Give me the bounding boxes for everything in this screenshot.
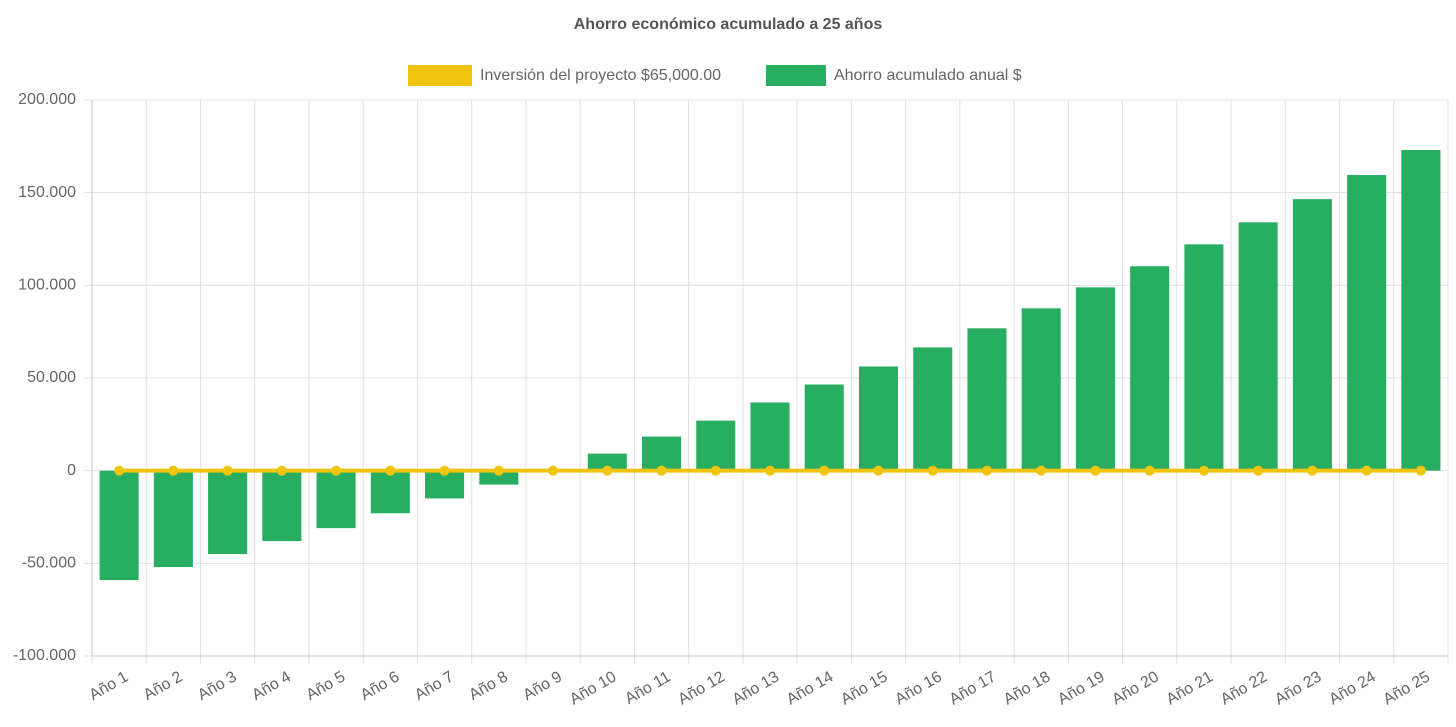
x-tick-label: Año 10 (567, 668, 620, 708)
x-tick-label: Año 12 (675, 668, 728, 708)
line-point (1144, 465, 1155, 476)
bar (479, 470, 519, 485)
x-tick-label: Año 17 (947, 668, 1000, 708)
line-point (385, 465, 396, 476)
bar (99, 470, 139, 581)
x-tick-label: Año 11 (622, 668, 673, 708)
bar (858, 366, 899, 471)
bar (967, 328, 1007, 471)
line-point (981, 465, 992, 476)
y-tick-label: 200.000 (18, 91, 76, 108)
x-tick-label: Año 6 (358, 668, 403, 704)
bar (1075, 287, 1115, 471)
bar (1401, 150, 1441, 471)
line-point (222, 465, 233, 476)
x-tick-label: Año 19 (1055, 668, 1108, 708)
line-point (602, 465, 613, 476)
x-tick-label: Año 5 (303, 668, 348, 704)
x-tick-label: Año 16 (892, 668, 945, 708)
y-tick-label: -100.000 (13, 647, 76, 664)
x-tick-label: Año 13 (730, 668, 783, 708)
bar (370, 470, 410, 514)
bar (1130, 266, 1170, 471)
x-tick-label: Año 7 (412, 668, 457, 704)
bar (1347, 175, 1387, 471)
x-tick-label: Año 3 (195, 668, 240, 704)
bar (153, 470, 193, 568)
x-tick-label: Año 23 (1272, 668, 1325, 708)
line-point (1307, 465, 1318, 476)
y-tick-label: 150.000 (18, 184, 76, 201)
bar (1238, 222, 1278, 471)
legend-label[interactable]: Inversión del proyecto $65,000.00 (480, 67, 721, 84)
x-tick-label: Año 21 (1164, 668, 1217, 708)
bar (262, 470, 302, 542)
bar (208, 470, 248, 555)
line-point (168, 465, 179, 476)
line-point (765, 465, 775, 476)
bar (641, 436, 682, 471)
y-tick-label: 100.000 (18, 277, 76, 294)
bar (804, 384, 844, 471)
line-point (1198, 465, 1209, 476)
line-point (331, 465, 342, 476)
line-point (873, 465, 884, 476)
bar (587, 453, 627, 471)
bar (913, 347, 953, 471)
x-tick-label: Año 25 (1381, 668, 1434, 708)
bar (696, 420, 736, 471)
line-point (1253, 465, 1264, 476)
line-point (1036, 465, 1047, 476)
x-tick-label: Año 24 (1326, 668, 1379, 708)
x-tick-label: Año 1 (87, 668, 132, 704)
x-tick-label: Año 20 (1109, 668, 1162, 708)
bar (750, 402, 790, 471)
legend-swatch[interactable] (766, 65, 826, 86)
x-tick-label: Año 2 (141, 668, 186, 704)
line-point (1090, 465, 1101, 476)
line-point (439, 465, 450, 476)
x-tick-label: Año 18 (1001, 668, 1054, 708)
chart-title: Ahorro económico acumulado a 25 años (574, 16, 883, 33)
bar (1184, 244, 1224, 471)
line-point (656, 465, 667, 476)
y-tick-label: -50.000 (22, 555, 76, 572)
line-point (710, 465, 721, 476)
line-point (493, 465, 504, 476)
x-tick-label: Año 22 (1218, 668, 1271, 708)
line-point (548, 465, 559, 476)
line-point (1361, 465, 1372, 476)
x-tick-label: Año 14 (784, 668, 837, 708)
bar (316, 470, 356, 529)
x-tick-label: Año 8 (466, 668, 511, 704)
bar (1021, 308, 1061, 471)
x-tick-label: Año 15 (838, 668, 891, 708)
legend-swatch[interactable] (408, 65, 472, 86)
line-point (114, 465, 125, 476)
line-point (819, 465, 830, 476)
x-tick-label: Año 4 (249, 668, 294, 704)
x-tick-label: Año 9 (520, 668, 565, 704)
line-point (1415, 465, 1426, 476)
line-point (276, 465, 287, 476)
line-point (927, 465, 938, 476)
bar (1292, 199, 1332, 471)
y-tick-label: 50.000 (27, 369, 76, 386)
legend-label[interactable]: Ahorro acumulado anual $ (834, 67, 1022, 84)
y-tick-label: 0 (67, 462, 76, 479)
